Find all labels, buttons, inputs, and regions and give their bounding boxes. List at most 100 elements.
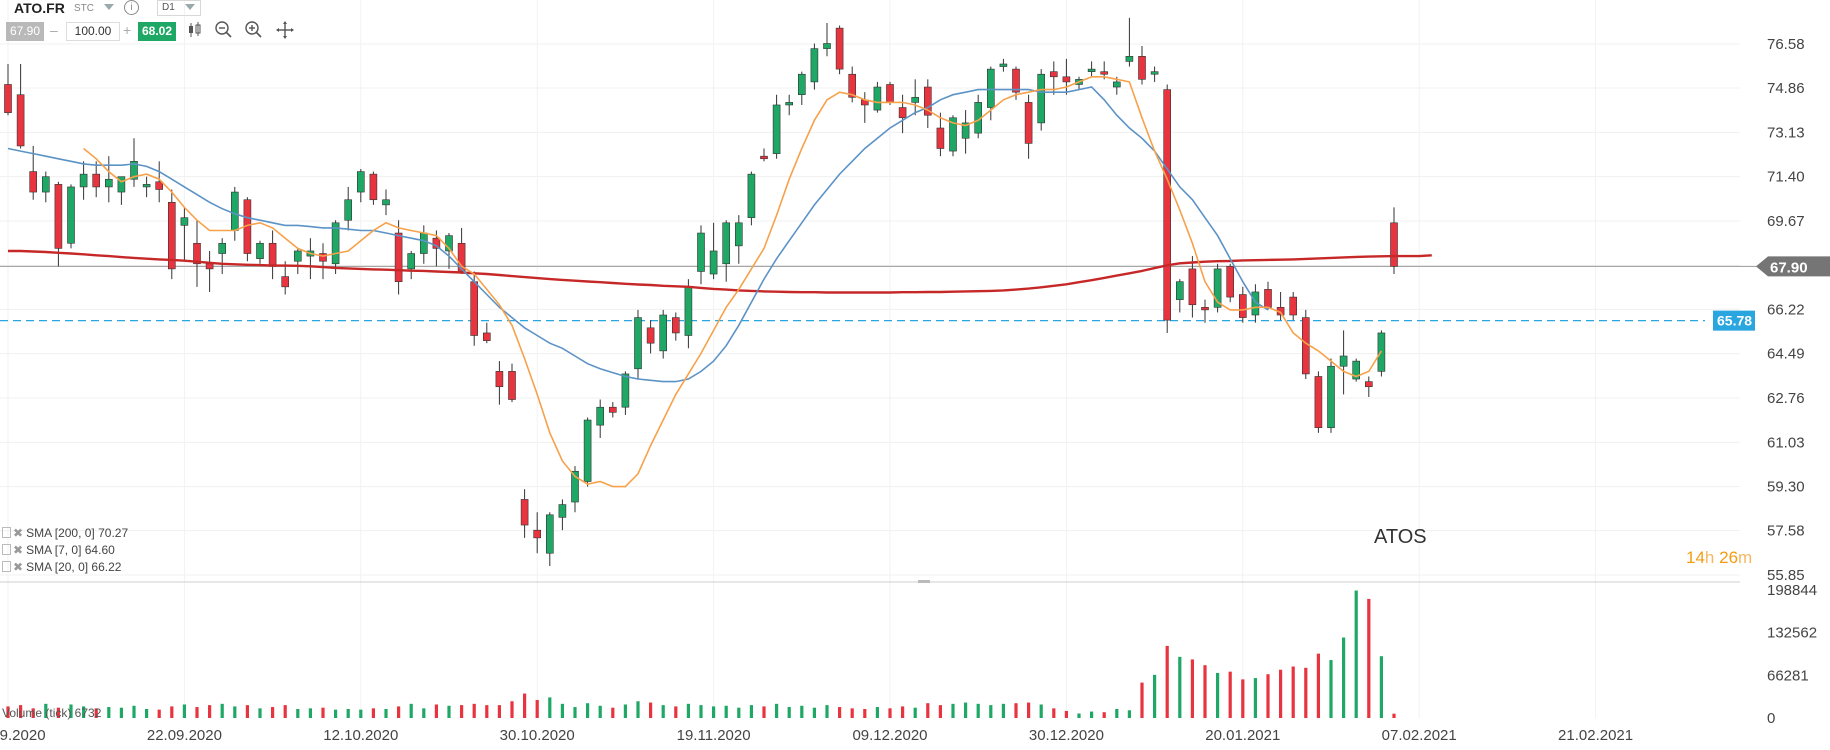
candles-icon[interactable]: [186, 20, 206, 40]
volume-bar: [1279, 669, 1283, 718]
volume-bar: [245, 705, 249, 718]
zoom-out-icon[interactable]: [214, 20, 234, 40]
volume-bar: [510, 701, 514, 718]
candle-up: [356, 171, 365, 193]
candle-down: [848, 73, 857, 98]
drag-handle-icon[interactable]: [2, 527, 11, 538]
candle-up: [1213, 268, 1222, 308]
volume-bar: [523, 693, 527, 718]
candle-up: [130, 161, 138, 180]
candle-up: [596, 406, 605, 426]
volume-bar: [56, 707, 60, 718]
candle-down: [1062, 76, 1071, 83]
volume-tick-label: 132562: [1767, 625, 1817, 642]
countdown-hours-unit: h: [1704, 548, 1715, 567]
volume-bar: [1329, 660, 1333, 718]
candle-up: [142, 184, 151, 188]
candle-down: [835, 27, 844, 70]
candle-up: [382, 199, 390, 206]
volume-bar: [1379, 656, 1383, 718]
volume-bar: [321, 707, 325, 718]
volume-bar: [926, 703, 930, 718]
candle-up: [634, 317, 642, 370]
candle-down: [508, 371, 516, 400]
candle-down: [886, 84, 894, 103]
remove-indicator-icon[interactable]: ✖: [13, 526, 24, 540]
volume-bar: [1228, 671, 1232, 718]
candle-down: [369, 173, 378, 201]
candle-up: [1113, 81, 1121, 88]
volume-bar: [800, 705, 804, 718]
drag-handle-icon[interactable]: [2, 544, 11, 555]
candle-up: [231, 191, 239, 231]
bid-price[interactable]: 67.90: [6, 22, 45, 41]
volume-bar: [44, 703, 48, 718]
candle-down: [482, 332, 491, 341]
candle-up: [545, 514, 554, 554]
timeframe-chevron-down-icon[interactable]: [185, 4, 195, 10]
indicator-sma7[interactable]: ✖ SMA [7, 0] 64.60: [2, 543, 115, 557]
volume-bar: [1127, 710, 1131, 718]
volume-bar: [308, 708, 312, 718]
candle-up: [785, 102, 794, 106]
candle-down: [671, 317, 680, 334]
crosshair-icon[interactable]: [275, 20, 295, 40]
volume-bar: [649, 702, 653, 718]
volume-bar: [699, 705, 703, 718]
countdown-minutes: 26: [1719, 548, 1739, 567]
zoom-in-icon[interactable]: [244, 20, 264, 40]
candle-down: [533, 529, 542, 539]
current-price-label: 67.90: [1770, 259, 1808, 276]
indicator-sma200[interactable]: ✖ SMA [200, 0] 70.27: [2, 526, 128, 540]
candle-down: [520, 499, 529, 526]
volume-bar: [787, 707, 791, 718]
volume-bar: [623, 704, 627, 718]
volume-bar: [1102, 712, 1106, 718]
candle-up: [659, 314, 668, 352]
candle-up: [1176, 281, 1184, 300]
volume-bar: [346, 708, 350, 718]
volume-bar: [107, 707, 111, 718]
volume-bar: [19, 705, 23, 718]
candle-down: [1163, 89, 1171, 321]
price-tick-label: 69.67: [1767, 213, 1805, 230]
instrument-header: ATO.FR STC i D1 67.90 – 100.00 + 68.02: [0, 0, 300, 42]
volume-bar: [157, 709, 161, 718]
price-tick-label: 59.30: [1767, 479, 1805, 496]
candle-up: [1339, 355, 1348, 367]
volume-bar: [762, 706, 766, 718]
current-price-tag: [1756, 256, 1830, 277]
remove-indicator-icon[interactable]: ✖: [13, 560, 24, 574]
volume-bar: [1354, 590, 1358, 718]
remove-indicator-icon[interactable]: ✖: [13, 543, 24, 557]
volume-bar: [938, 705, 942, 718]
quantity-decrease-button[interactable]: –: [50, 22, 58, 38]
quantity-increase-button[interactable]: +: [123, 22, 132, 38]
indicator-label: SMA [20, 0] 66.22: [26, 560, 122, 574]
volume-bar: [94, 708, 98, 718]
indicator-sma20[interactable]: ✖ SMA [20, 0] 66.22: [2, 560, 121, 574]
volume-bar: [195, 707, 199, 718]
candles: [4, 17, 1398, 567]
symbol-name[interactable]: ATO.FR: [14, 0, 65, 16]
volume-indicator-label: Volume (tick) 6732: [2, 706, 102, 720]
ask-price[interactable]: 68.02: [138, 22, 177, 41]
instrument-dropdown-icon[interactable]: [104, 4, 114, 10]
volume-bar: [838, 707, 842, 718]
info-icon[interactable]: i: [124, 0, 139, 15]
candle-up: [1087, 68, 1096, 72]
volume-bar: [964, 702, 968, 718]
candle-up: [999, 63, 1008, 67]
candle-up: [1037, 73, 1045, 124]
drag-handle-icon[interactable]: [2, 561, 11, 572]
candle-down: [394, 232, 403, 283]
volume-bar: [1304, 667, 1308, 718]
quantity-field[interactable]: 100.00: [66, 22, 120, 41]
price-tick-label: 66.22: [1767, 301, 1805, 318]
volume-bar: [233, 706, 237, 718]
timeframe-select[interactable]: D1: [157, 0, 201, 16]
volume-bar: [447, 705, 451, 718]
volume-bar: [749, 705, 753, 718]
indicator-label: SMA [7, 0] 64.60: [26, 543, 115, 557]
